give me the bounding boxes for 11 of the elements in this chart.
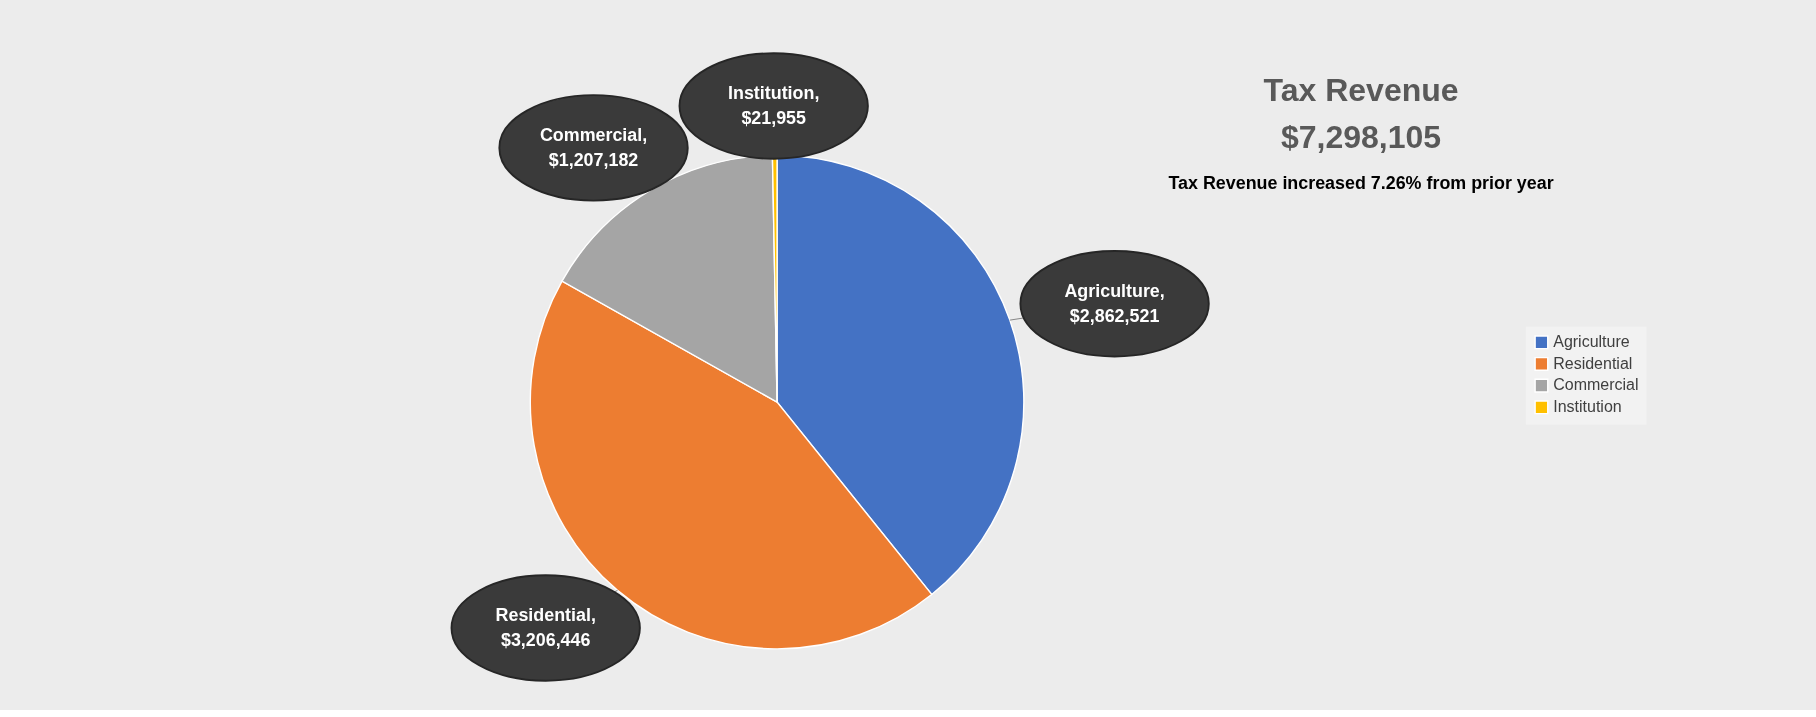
legend-label: Agriculture [1553,332,1630,350]
data-label: Institution, $21,955 [728,83,820,128]
legend-label: Residential [1553,354,1633,372]
chart-title: Tax Revenue [1263,71,1459,108]
text: Tax Revenue increased 7.26% from prior year [1168,173,1554,194]
data-label: Agriculture, $2,862,521 [1064,281,1165,326]
data-label: Commercial, $1,207,182 [539,125,648,170]
data-label: Residential, $3,206,446 [495,605,596,650]
legend-label: Commercial [1553,376,1639,394]
text: $7,298,105 [1280,118,1442,155]
legend-label: Institution [1553,397,1622,415]
